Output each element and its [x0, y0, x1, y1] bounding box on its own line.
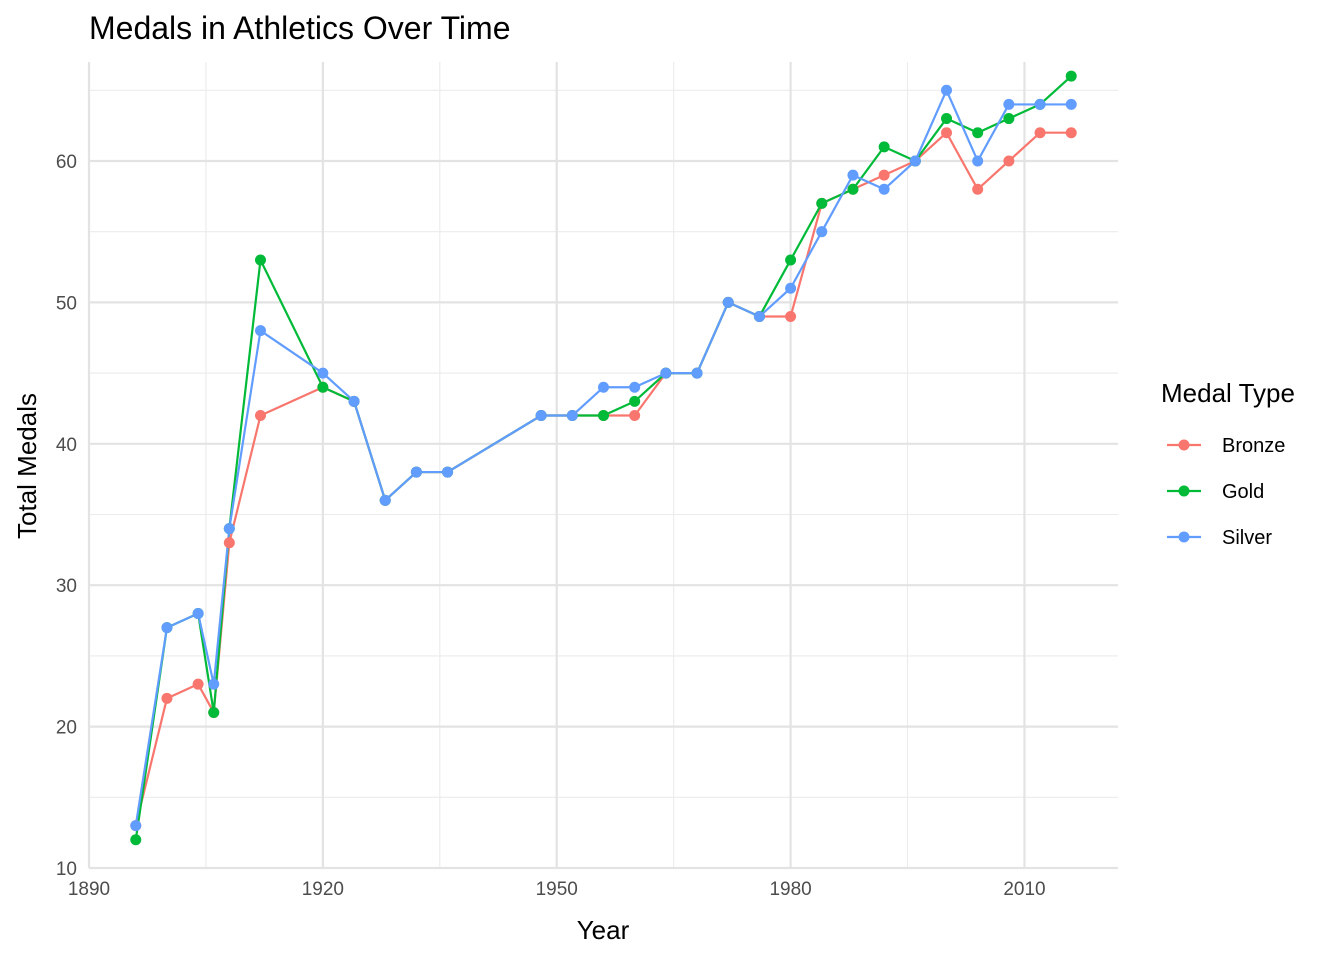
- data-point-bronze: [255, 410, 266, 422]
- data-point-silver: [379, 494, 391, 506]
- data-point-silver: [816, 226, 828, 238]
- legend-title: Medal Type: [1161, 378, 1295, 408]
- data-point-gold: [847, 183, 859, 195]
- data-point-silver: [535, 410, 547, 422]
- data-point-silver: [847, 169, 859, 181]
- legend-key-point-gold: [1178, 485, 1190, 497]
- data-point-gold: [972, 127, 984, 139]
- data-point-silver: [753, 311, 765, 323]
- y-tick-label: 50: [56, 293, 77, 314]
- data-point-silver: [785, 282, 797, 294]
- data-point-silver: [317, 367, 329, 379]
- data-point-silver: [660, 367, 672, 379]
- data-point-silver: [223, 523, 235, 535]
- data-point-silver: [972, 155, 984, 167]
- legend-items: Bronze Gold Silver: [1167, 435, 1285, 549]
- data-point-bronze: [161, 692, 173, 704]
- y-axis-tick-labels: 10 20 30 40 50 60: [56, 152, 77, 880]
- legend-key-point-bronze: [1178, 439, 1190, 451]
- data-point-silver: [161, 622, 173, 634]
- data-point-bronze: [878, 169, 890, 181]
- data-point-silver: [941, 84, 952, 96]
- y-tick-label: 10: [56, 859, 77, 880]
- data-point-bronze: [1065, 127, 1077, 139]
- data-point-gold: [1003, 113, 1015, 125]
- chart-title: Medals in Athletics Over Time: [89, 10, 510, 46]
- data-point-silver: [878, 183, 890, 195]
- x-tick-label: 1920: [302, 879, 344, 900]
- y-tick-label: 20: [56, 718, 77, 739]
- legend-label-gold: Gold: [1222, 481, 1264, 503]
- x-tick-label: 1950: [536, 879, 578, 900]
- x-tick-label: 1890: [68, 879, 110, 900]
- data-point-silver: [255, 325, 266, 337]
- legend-label-silver: Silver: [1222, 527, 1272, 549]
- data-point-gold: [878, 141, 890, 153]
- x-tick-label: 2010: [1003, 879, 1045, 900]
- data-point-bronze: [1034, 127, 1046, 139]
- data-point-silver: [629, 381, 641, 393]
- legend-label-bronze: Bronze: [1222, 435, 1285, 457]
- legend-key-point-silver: [1178, 531, 1190, 543]
- data-point-silver: [442, 466, 454, 478]
- data-point-silver: [598, 381, 609, 393]
- data-point-bronze: [223, 537, 235, 549]
- data-point-bronze: [192, 678, 204, 690]
- data-point-silver: [130, 820, 142, 832]
- data-point-silver: [722, 296, 734, 308]
- major-gridlines: [87, 62, 1118, 870]
- y-tick-label: 30: [56, 576, 77, 597]
- data-point-silver: [348, 395, 360, 407]
- data-point-silver: [192, 607, 204, 619]
- data-point-gold: [130, 834, 142, 846]
- x-axis-title: Year: [577, 915, 630, 945]
- data-point-gold: [941, 113, 952, 125]
- data-point-gold: [785, 254, 797, 266]
- data-point-gold: [317, 381, 329, 393]
- y-tick-label: 60: [56, 152, 77, 173]
- data-point-bronze: [941, 127, 952, 139]
- data-point-gold: [208, 706, 220, 718]
- data-point-silver: [1065, 98, 1077, 110]
- data-point-gold: [629, 395, 641, 407]
- data-point-gold: [816, 197, 828, 209]
- series-layer: [130, 70, 1077, 846]
- data-point-silver: [1003, 98, 1015, 110]
- data-point-gold: [1065, 70, 1077, 82]
- data-point-gold: [255, 254, 266, 266]
- x-axis-tick-labels: 1890 1920 1950 1980 2010: [68, 879, 1046, 900]
- data-point-bronze: [629, 410, 641, 422]
- data-point-gold: [598, 410, 609, 422]
- y-axis-title: Total Medals: [12, 393, 42, 539]
- data-point-silver: [909, 155, 921, 167]
- data-point-silver: [566, 410, 578, 422]
- data-point-silver: [208, 678, 220, 690]
- data-point-bronze: [1003, 155, 1015, 167]
- data-point-bronze: [785, 311, 797, 323]
- legend: Medal Type Bronze Gold Silver: [1161, 378, 1295, 549]
- data-point-silver: [410, 466, 422, 478]
- x-tick-label: 1980: [769, 879, 811, 900]
- data-point-silver: [691, 367, 703, 379]
- data-point-silver: [1034, 98, 1046, 110]
- data-point-bronze: [972, 183, 984, 195]
- y-tick-label: 40: [56, 435, 77, 456]
